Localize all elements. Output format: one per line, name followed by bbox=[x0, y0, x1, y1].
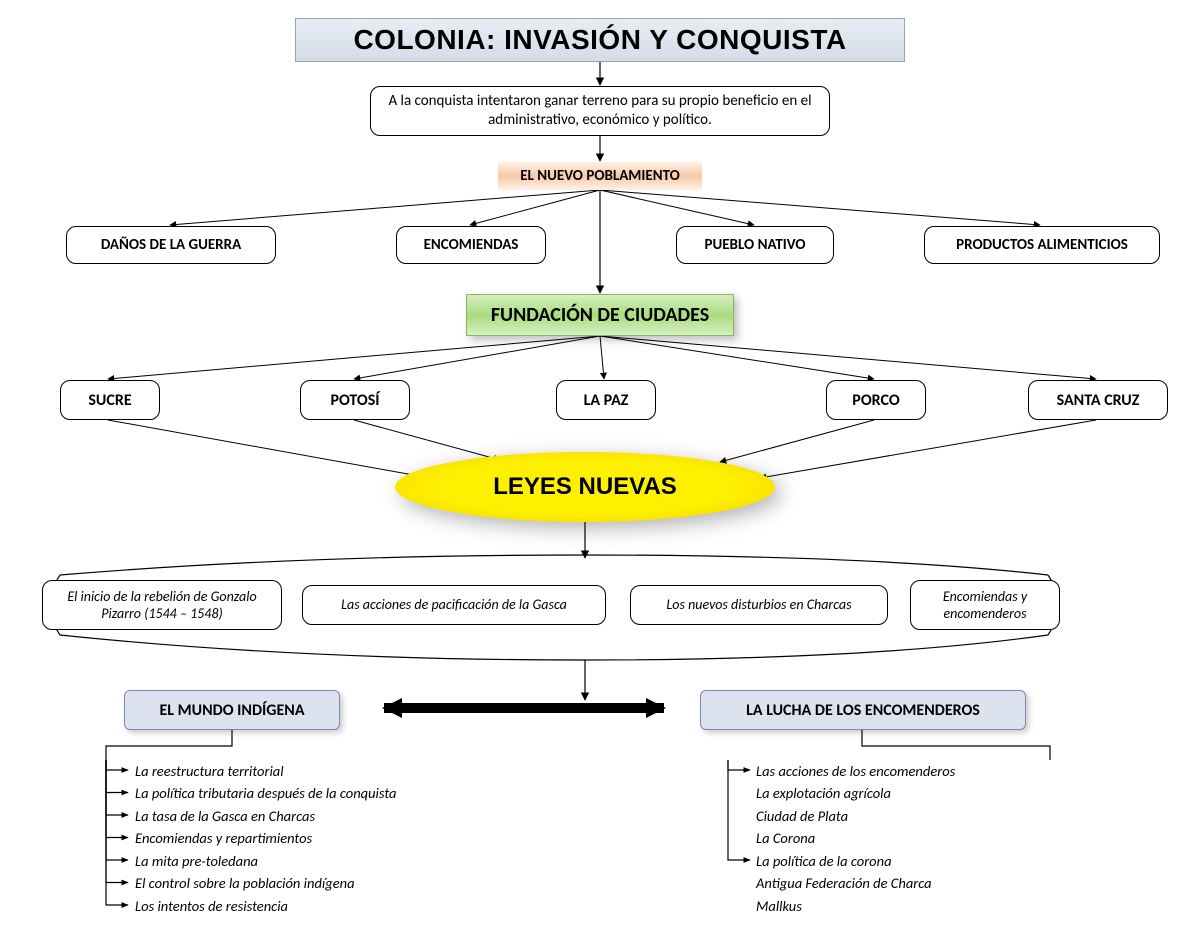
list-item: El control sobre la población indígena bbox=[135, 872, 396, 894]
poblamiento-text: EL NUEVO POBLAMIENTO bbox=[520, 167, 680, 185]
leyes-text: LEYES NUEVAS bbox=[493, 473, 677, 501]
mundo-indigena-text: EL MUNDO INDÍGENA bbox=[159, 701, 304, 720]
list-item: La explotación agrícola bbox=[756, 782, 955, 804]
event-node: Las acciones de pacificación de la Gasca bbox=[302, 585, 606, 625]
list-item: La política tributaria después de la con… bbox=[135, 782, 396, 804]
lucha-encomenderos-text: LA LUCHA DE LOS ENCOMENDEROS bbox=[746, 701, 980, 720]
list-item: La política de la corona bbox=[756, 850, 955, 872]
city-node: PORCO bbox=[826, 380, 926, 420]
mundo-indigena-box: EL MUNDO INDÍGENA bbox=[124, 690, 340, 730]
description-box: A la conquista intentaron ganar terreno … bbox=[370, 86, 830, 136]
fundacion-text: FUNDACIÓN DE CIUDADES bbox=[491, 303, 709, 327]
list-item: La reestructura territorial bbox=[135, 760, 396, 782]
row1-node: PRODUCTOS ALIMENTICIOS bbox=[924, 226, 1160, 264]
event-node: Encomiendas y encomenderos bbox=[910, 580, 1060, 630]
lucha-encomenderos-box: LA LUCHA DE LOS ENCOMENDEROS bbox=[700, 690, 1026, 730]
row1-node: ENCOMIENDAS bbox=[396, 226, 546, 264]
event-node: Los nuevos disturbios en Charcas bbox=[630, 585, 888, 625]
city-node: POTOSÍ bbox=[300, 380, 410, 420]
event-node: El inicio de la rebelión de Gonzalo Piza… bbox=[42, 580, 282, 630]
poblamiento-box: EL NUEVO POBLAMIENTO bbox=[498, 162, 702, 190]
city-node: SUCRE bbox=[60, 380, 160, 420]
indigena-list: La reestructura territorialLa política t… bbox=[135, 760, 396, 917]
list-item: Antigua Federación de Charca bbox=[756, 872, 955, 894]
row1-node: DAÑOS DE LA GUERRA bbox=[66, 226, 276, 264]
row1-node: PUEBLO NATIVO bbox=[676, 226, 834, 264]
title-box: COLONIA: INVASIÓN Y CONQUISTA bbox=[295, 18, 905, 62]
list-item: Ciudad de Plata bbox=[756, 805, 955, 827]
title-text: COLONIA: INVASIÓN Y CONQUISTA bbox=[353, 24, 846, 56]
list-item: La tasa de la Gasca en Charcas bbox=[135, 805, 396, 827]
list-item: Mallkus bbox=[756, 895, 955, 917]
list-item: La mita pre-toledana bbox=[135, 850, 396, 872]
encomenderos-list: Las acciones de los encomenderosLa explo… bbox=[756, 760, 955, 917]
description-text: A la conquista intentaron ganar terreno … bbox=[383, 92, 817, 130]
list-item: La Corona bbox=[756, 827, 955, 849]
list-item: Las acciones de los encomenderos bbox=[756, 760, 955, 782]
leyes-ellipse: LEYES NUEVAS bbox=[395, 452, 775, 522]
city-node: SANTA CRUZ bbox=[1028, 380, 1168, 420]
list-item: Encomiendas y repartimientos bbox=[135, 827, 396, 849]
city-node: LA PAZ bbox=[556, 380, 656, 420]
fundacion-box: FUNDACIÓN DE CIUDADES bbox=[466, 294, 734, 336]
list-item: Los intentos de resistencia bbox=[135, 895, 396, 917]
